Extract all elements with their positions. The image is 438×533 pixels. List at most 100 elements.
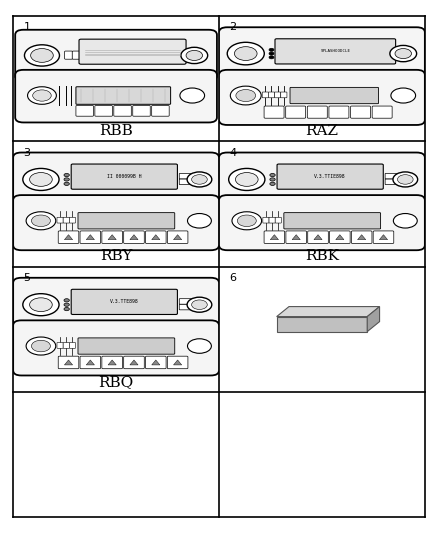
- Circle shape: [237, 215, 256, 227]
- FancyBboxPatch shape: [13, 195, 219, 250]
- FancyBboxPatch shape: [179, 179, 192, 184]
- Circle shape: [227, 42, 264, 65]
- Circle shape: [391, 88, 416, 103]
- FancyBboxPatch shape: [264, 231, 285, 244]
- FancyBboxPatch shape: [329, 231, 350, 244]
- Circle shape: [64, 173, 69, 177]
- Polygon shape: [357, 235, 366, 240]
- FancyBboxPatch shape: [145, 231, 166, 244]
- FancyBboxPatch shape: [78, 338, 175, 354]
- FancyBboxPatch shape: [219, 152, 425, 206]
- FancyBboxPatch shape: [133, 106, 150, 116]
- FancyBboxPatch shape: [63, 217, 69, 223]
- Polygon shape: [173, 360, 182, 365]
- Polygon shape: [86, 235, 95, 240]
- Circle shape: [181, 47, 208, 63]
- FancyBboxPatch shape: [275, 217, 281, 223]
- Text: RBB: RBB: [99, 124, 133, 138]
- Text: 3: 3: [24, 148, 30, 158]
- FancyBboxPatch shape: [167, 356, 188, 369]
- FancyBboxPatch shape: [102, 356, 123, 369]
- FancyBboxPatch shape: [13, 320, 219, 375]
- FancyBboxPatch shape: [275, 92, 281, 98]
- Text: RBK: RBK: [305, 249, 339, 263]
- FancyBboxPatch shape: [264, 106, 284, 118]
- FancyBboxPatch shape: [179, 173, 192, 179]
- Circle shape: [23, 168, 59, 190]
- Circle shape: [236, 90, 256, 102]
- Text: 4: 4: [230, 148, 237, 158]
- Circle shape: [26, 212, 56, 230]
- FancyBboxPatch shape: [78, 213, 175, 229]
- FancyBboxPatch shape: [350, 106, 371, 118]
- Circle shape: [64, 298, 69, 302]
- Circle shape: [269, 52, 274, 55]
- Circle shape: [393, 214, 417, 228]
- Circle shape: [229, 168, 265, 190]
- FancyBboxPatch shape: [179, 304, 192, 310]
- FancyBboxPatch shape: [219, 195, 425, 250]
- Circle shape: [26, 337, 56, 355]
- Text: RBY: RBY: [100, 249, 132, 263]
- FancyBboxPatch shape: [269, 217, 275, 223]
- Polygon shape: [277, 306, 380, 317]
- Circle shape: [180, 88, 205, 103]
- FancyBboxPatch shape: [281, 92, 287, 98]
- FancyBboxPatch shape: [15, 70, 217, 123]
- FancyBboxPatch shape: [275, 39, 396, 64]
- FancyBboxPatch shape: [57, 343, 63, 348]
- Circle shape: [230, 86, 261, 105]
- FancyBboxPatch shape: [385, 173, 398, 179]
- FancyBboxPatch shape: [80, 356, 101, 369]
- Circle shape: [30, 298, 52, 312]
- Polygon shape: [379, 235, 388, 240]
- Circle shape: [187, 339, 212, 353]
- FancyBboxPatch shape: [286, 231, 307, 244]
- Polygon shape: [336, 235, 344, 240]
- Polygon shape: [270, 235, 279, 240]
- FancyBboxPatch shape: [268, 92, 275, 98]
- FancyBboxPatch shape: [58, 356, 79, 369]
- Polygon shape: [277, 317, 367, 332]
- FancyBboxPatch shape: [373, 231, 394, 244]
- FancyBboxPatch shape: [262, 92, 268, 98]
- FancyBboxPatch shape: [145, 356, 166, 369]
- FancyBboxPatch shape: [102, 231, 123, 244]
- FancyBboxPatch shape: [284, 213, 381, 229]
- FancyBboxPatch shape: [71, 164, 177, 189]
- FancyBboxPatch shape: [124, 231, 144, 244]
- Circle shape: [31, 49, 53, 62]
- FancyBboxPatch shape: [13, 152, 219, 206]
- FancyBboxPatch shape: [152, 106, 169, 116]
- Circle shape: [191, 175, 207, 184]
- Polygon shape: [292, 235, 300, 240]
- FancyBboxPatch shape: [76, 87, 171, 104]
- Circle shape: [187, 297, 212, 312]
- Text: SPLASHOODCLE: SPLASHOODCLE: [320, 50, 350, 53]
- Circle shape: [269, 56, 274, 59]
- FancyBboxPatch shape: [124, 356, 144, 369]
- FancyBboxPatch shape: [69, 217, 75, 223]
- FancyBboxPatch shape: [58, 231, 79, 244]
- Circle shape: [186, 51, 202, 60]
- Polygon shape: [64, 235, 73, 240]
- Polygon shape: [130, 360, 138, 365]
- Polygon shape: [152, 360, 160, 365]
- Polygon shape: [130, 235, 138, 240]
- Circle shape: [269, 49, 274, 51]
- Polygon shape: [173, 235, 182, 240]
- Circle shape: [64, 308, 69, 311]
- FancyBboxPatch shape: [219, 27, 425, 81]
- FancyBboxPatch shape: [329, 106, 349, 118]
- Text: 5: 5: [24, 273, 30, 283]
- Polygon shape: [367, 306, 380, 332]
- Circle shape: [397, 175, 413, 184]
- Polygon shape: [64, 360, 73, 365]
- FancyBboxPatch shape: [15, 30, 217, 81]
- Circle shape: [23, 294, 59, 316]
- FancyBboxPatch shape: [71, 289, 177, 314]
- Circle shape: [236, 173, 258, 187]
- Circle shape: [30, 173, 52, 187]
- Circle shape: [25, 45, 60, 66]
- Circle shape: [64, 303, 69, 306]
